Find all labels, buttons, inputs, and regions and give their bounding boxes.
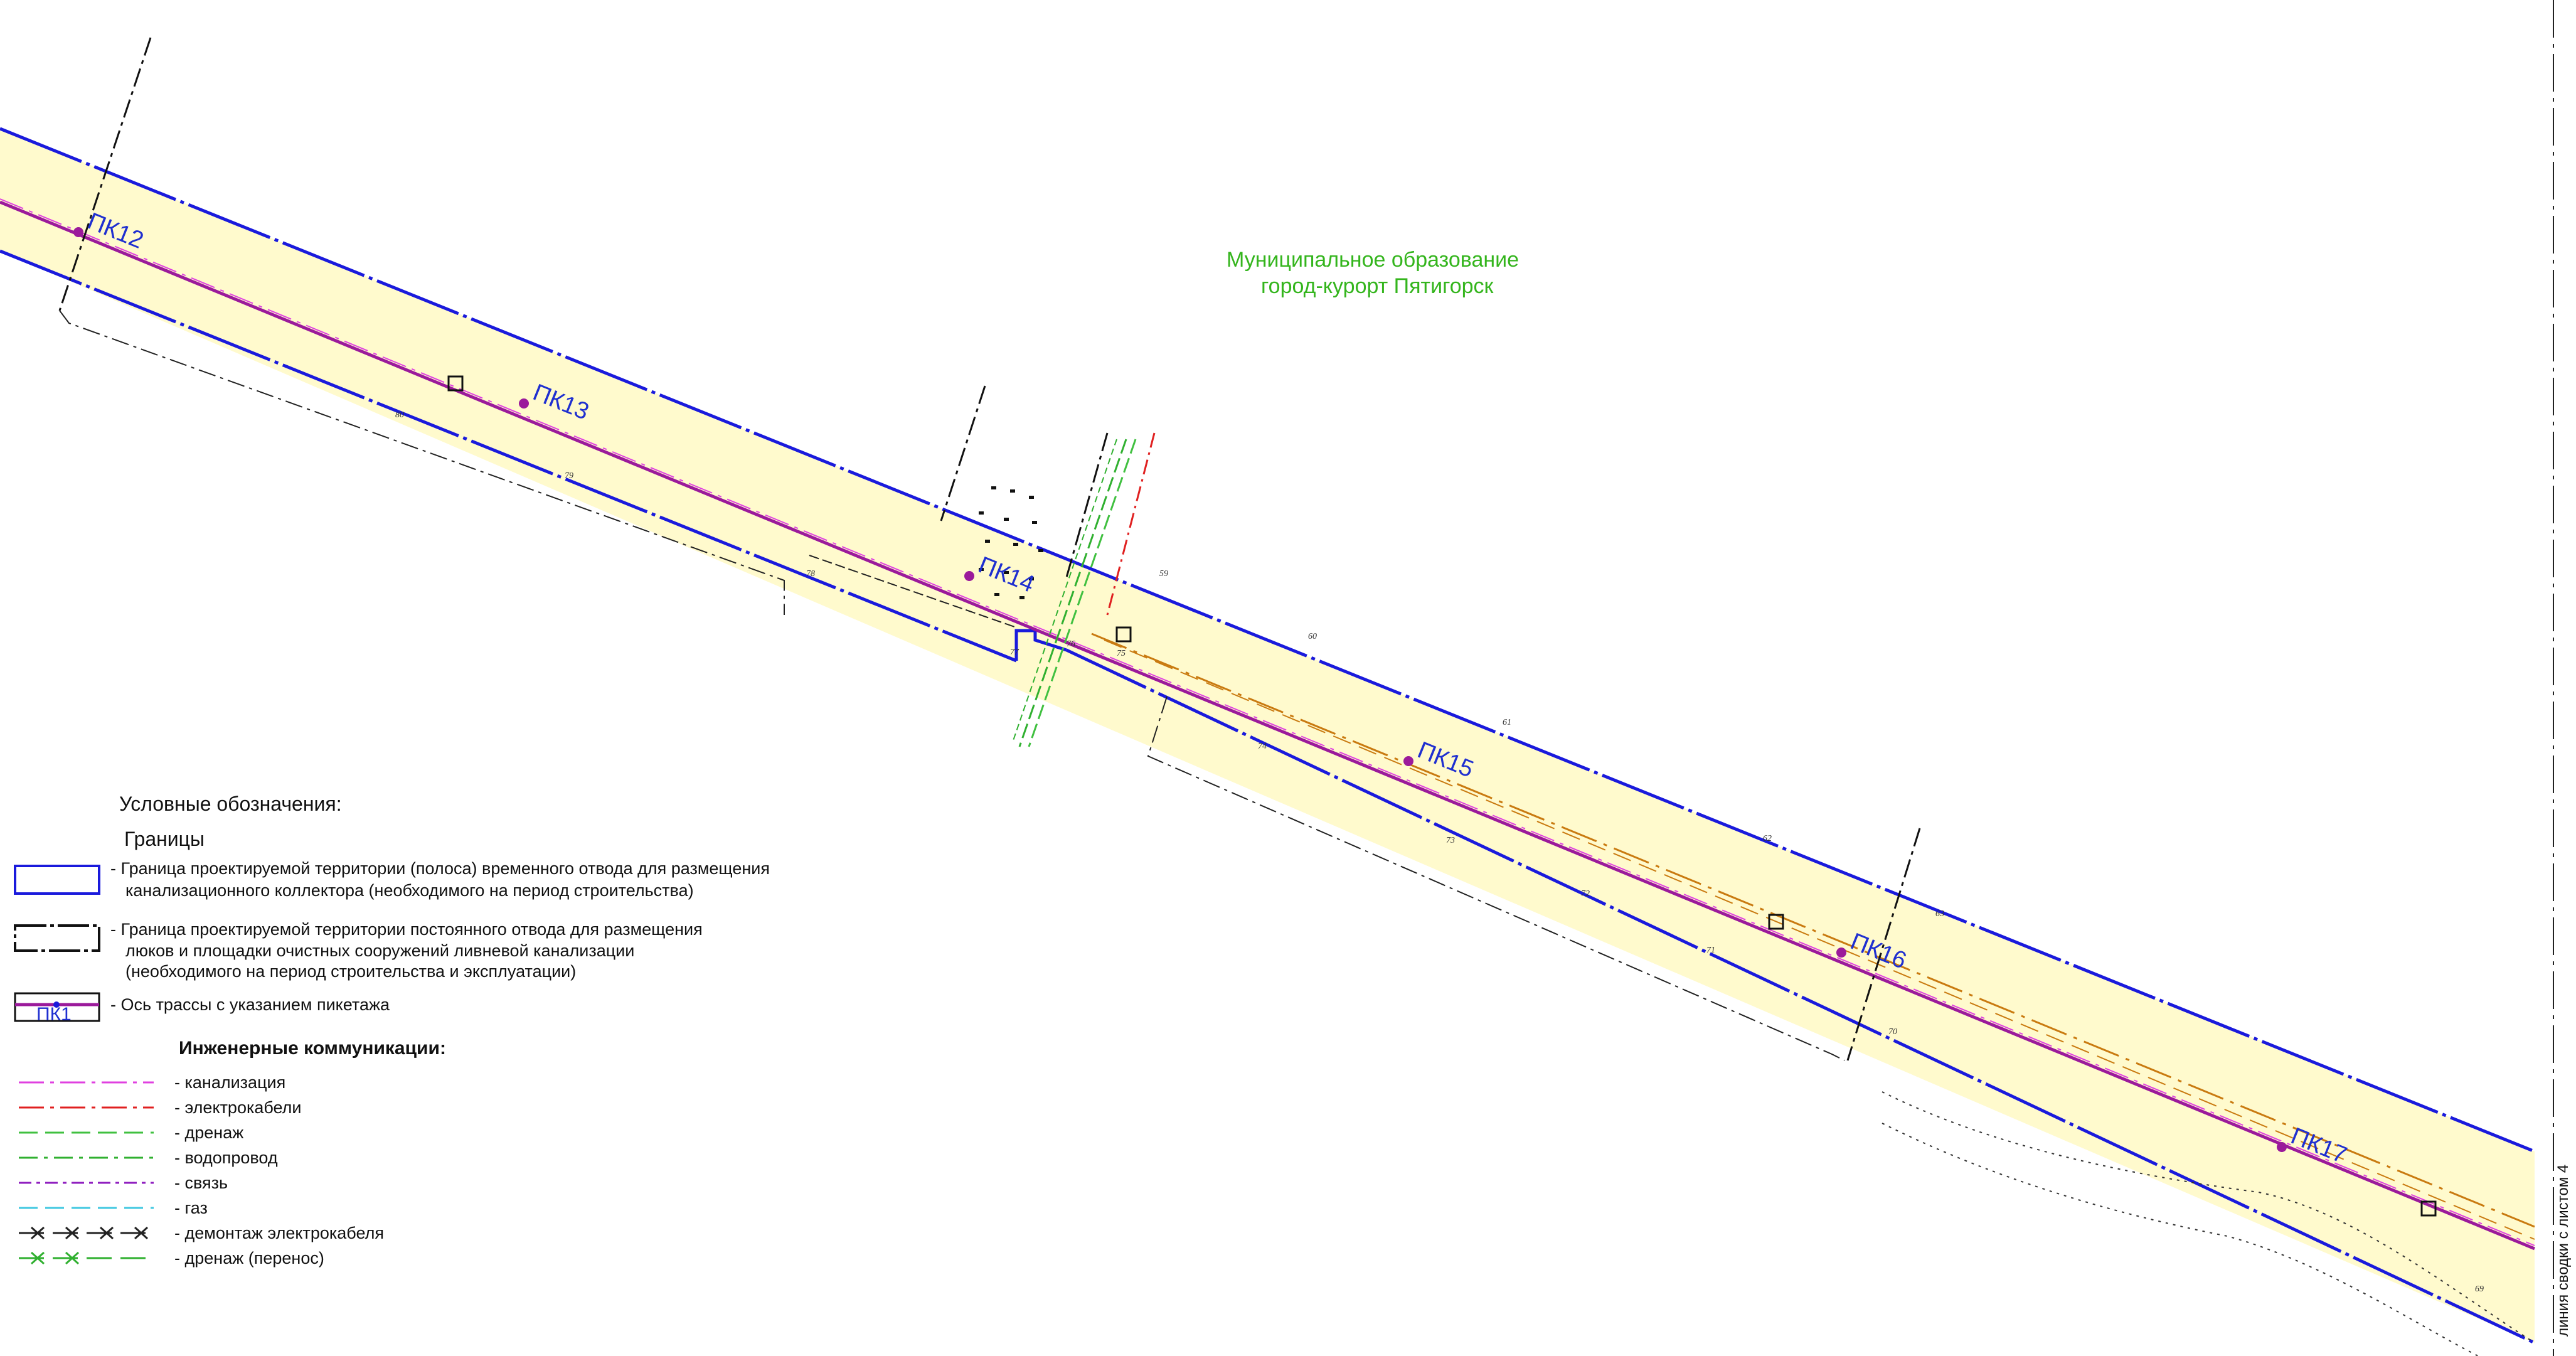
trace-axis <box>0 200 2535 1251</box>
legend-symbol-temporary-boundary <box>14 865 100 895</box>
construction-corridor <box>0 129 2535 1343</box>
power-cable-inside-corridor <box>1091 633 2535 1228</box>
corridor-boundary-bottom-left <box>0 249 1017 663</box>
manhole-group-4 <box>2420 1200 2437 1217</box>
manhole-group-2 <box>1115 626 1132 643</box>
utility-legend-label: - электрокабели <box>174 1098 302 1117</box>
scattered-marks-area <box>979 486 1043 599</box>
boundary-number: 72 <box>1581 889 1590 899</box>
legend-item-1-line-1: - Граница проектируемой территории (поло… <box>110 859 770 878</box>
cable-dismantle-line-icon <box>19 1226 154 1240</box>
drainage-crossing-2 <box>1018 439 1127 747</box>
municipality-line-2: город-курорт Пятигорск <box>1261 274 1494 298</box>
boundary-number: 59 <box>1159 569 1168 579</box>
permanent-boundary-vertical-3 <box>1065 432 1109 578</box>
legend-symbol-trace-axis: ПК1 <box>14 992 100 1025</box>
power-cable-crossing <box>1106 432 1156 616</box>
boundary-number: 77 <box>1010 648 1019 657</box>
legend-utilities-heading: Инженерные коммуникации: <box>179 1038 446 1059</box>
drainage-crossing-3 <box>1013 439 1117 741</box>
boundary-number: 79 <box>565 471 573 481</box>
corridor-boundary-top <box>0 127 2535 1153</box>
drainage-relocation-line-icon <box>19 1251 154 1265</box>
municipality-line-1: Муниципальное образование <box>1227 248 1519 272</box>
boundary-number: 70 <box>1888 1027 1897 1037</box>
boundary-number: 78 <box>806 569 815 579</box>
boundary-number: 71 <box>1706 946 1715 955</box>
sewer-line-main <box>0 198 2535 1246</box>
legend-symbol-permanent-boundary <box>14 924 100 952</box>
permanent-boundary-vertical-1 <box>58 37 152 311</box>
legend-item-2-line-3: (необходимого на период строительства и … <box>125 962 576 981</box>
legend-item-2-line-2: люков и площадки очистных сооружений лив… <box>125 941 634 960</box>
dotted-contour-2 <box>1881 1123 2479 1356</box>
station-point <box>964 571 974 581</box>
legend-boundaries-heading: Границы <box>124 828 205 850</box>
utility-legend-label: - дренаж <box>174 1123 243 1142</box>
dotted-contour-1 <box>1881 1091 2535 1343</box>
permanent-boundary-vertical-4 <box>1846 828 1921 1061</box>
boundary-number: 61 <box>1503 718 1511 727</box>
offset-line-inner <box>809 555 1017 628</box>
corridor-boundary-bottom-right <box>1065 648 2536 1345</box>
station-point <box>73 227 83 237</box>
legend: Условные обозначения: Границы - Граница … <box>14 793 770 1268</box>
boundary-number: 63 <box>1935 909 1944 919</box>
utility-legend-label: - водопровод <box>174 1148 278 1167</box>
utility-legend-label: - связь <box>174 1173 228 1192</box>
permanent-boundary-vertical-2 <box>940 385 986 521</box>
boundary-number: 69 <box>2475 1284 2484 1294</box>
boundary-number: 74 <box>1258 742 1267 751</box>
offset-line-left <box>59 310 785 615</box>
manhole-group-1 <box>447 375 464 392</box>
station-point <box>1403 756 1413 766</box>
power-cable-inside-corridor-2 <box>1104 639 2535 1240</box>
offset-line-right <box>1147 696 1845 1061</box>
legend-item-2-line-1: - Граница проектируемой территории посто… <box>110 920 703 939</box>
station-point <box>519 398 529 408</box>
boundary-number: 76 <box>1067 639 1075 649</box>
station-point <box>1836 948 1846 958</box>
boundary-number: 75 <box>1117 649 1126 658</box>
legend-item-3-line-1: - Ось трассы с указанием пикетажа <box>110 995 390 1014</box>
station-point <box>2277 1142 2287 1152</box>
utility-legend-label: - демонтаж электрокабеля <box>174 1224 384 1242</box>
manhole-group-3 <box>1768 914 1784 930</box>
legend-axis-sample-label: ПК1 <box>36 1004 72 1025</box>
utility-legend-label: - газ <box>174 1199 208 1217</box>
legend-title: Условные обозначения: <box>119 793 342 815</box>
utility-legend-label: - дренаж (перенос) <box>174 1249 324 1268</box>
boundary-number: 73 <box>1446 836 1455 845</box>
match-line-note: линия сводки с листом 4 <box>2555 1165 2572 1337</box>
boundary-number: 62 <box>1763 834 1772 843</box>
drainage-crossing-1 <box>1028 439 1137 747</box>
legend-item-1-line-2: канализационного коллектора (необходимог… <box>125 881 694 900</box>
boundary-number: 80 <box>395 410 404 420</box>
boundary-number: 60 <box>1308 632 1317 641</box>
utility-legend-label: - канализация <box>174 1073 285 1092</box>
